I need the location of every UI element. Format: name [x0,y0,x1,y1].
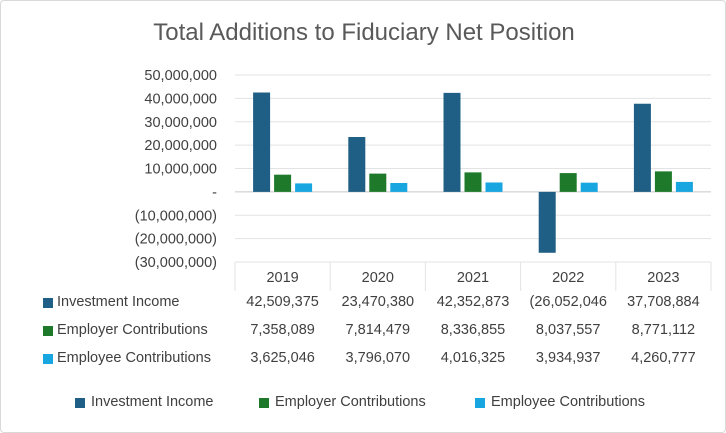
table-cell: 3,625,046 [250,350,315,366]
table-cell: 4,016,325 [440,350,506,366]
table-cell: 8,771,112 [631,322,696,338]
y-tick-label: (30,000,000) [135,255,217,271]
table-cell: 23,470,380 [341,294,415,310]
table-cell: 8,037,557 [535,322,601,338]
bar-employer-contributions [559,173,577,192]
legend-label: Investment Income [91,394,214,410]
legend-key [75,398,85,408]
x-tick-label: 2019 [266,270,298,286]
x-tick-label: 2023 [647,270,679,286]
y-tick-label: 20,000,000 [144,138,217,154]
y-tick-label: 40,000,000 [144,91,217,107]
table-cell: 3,796,070 [345,350,411,366]
x-tick-label: 2022 [552,270,584,286]
table-cell: 4,260,777 [631,350,696,366]
chart-legend: Investment Income Employer Contributions E… [1,393,726,415]
legend-label: Employee Contributions [491,394,645,410]
bar-investment-income [633,103,651,192]
table-cell: 3,934,937 [535,350,601,366]
bar-employer-contributions [369,173,387,192]
x-tick-label: 2021 [457,270,489,286]
table-row: Employer Contributions 7,358,089 7,814,479… [1,321,726,343]
x-tick-label: 2020 [362,270,394,286]
table-series-name: Employee Contributions [57,350,211,366]
table-legend-key [43,354,53,364]
table-cell: 8,336,855 [440,322,506,338]
chart-title: Total Additions to Fiduciary Net Positio… [153,19,575,46]
bar-employee-contributions [390,183,408,192]
bar-employer-contributions [464,172,482,192]
bar-employee-contributions [675,181,693,192]
legend-key [259,398,269,408]
y-tick-label: 30,000,000 [144,115,217,131]
legend-label: Employer Contributions [275,394,426,410]
table-series-name: Investment Income [57,294,180,310]
bar-investment-income [253,92,271,192]
table-legend-key [43,298,53,308]
bar-employee-contributions [580,182,598,192]
y-tick-label: 10,000,000 [144,162,217,178]
plot-area: 50,000,000 40,000,000 30,000,000 20,000,000… [135,68,712,291]
y-tick-label: 50,000,000 [144,68,217,84]
table-row: Investment Income 42,509,375 23,470,380 42,… [1,293,726,315]
legend-key [475,398,485,408]
table-series-name: Employer Contributions [57,322,208,338]
y-tick-label: (10,000,000) [135,208,217,224]
table-cell: (26,052,046 [529,294,607,310]
bar-employee-contributions [295,183,313,192]
table-cell: 7,814,479 [345,322,411,338]
table-cell: 37,708,884 [627,294,700,310]
y-tick-label: (20,000,000) [135,232,217,248]
bar-investment-income [538,191,556,253]
table-cell: 42,352,873 [436,294,510,310]
bar-employer-contributions [274,174,292,192]
bar-investment-income [443,92,461,192]
table-cell: 7,358,089 [250,322,315,338]
table-cell: 42,509,375 [246,294,319,310]
bar-employer-contributions [654,171,672,192]
bar-investment-income [348,137,366,192]
y-tick-label: - [212,185,217,201]
table-row: Employee Contributions 3,625,046 3,796,070… [1,349,726,371]
table-legend-key [43,326,53,336]
bar-employee-contributions [485,182,503,192]
